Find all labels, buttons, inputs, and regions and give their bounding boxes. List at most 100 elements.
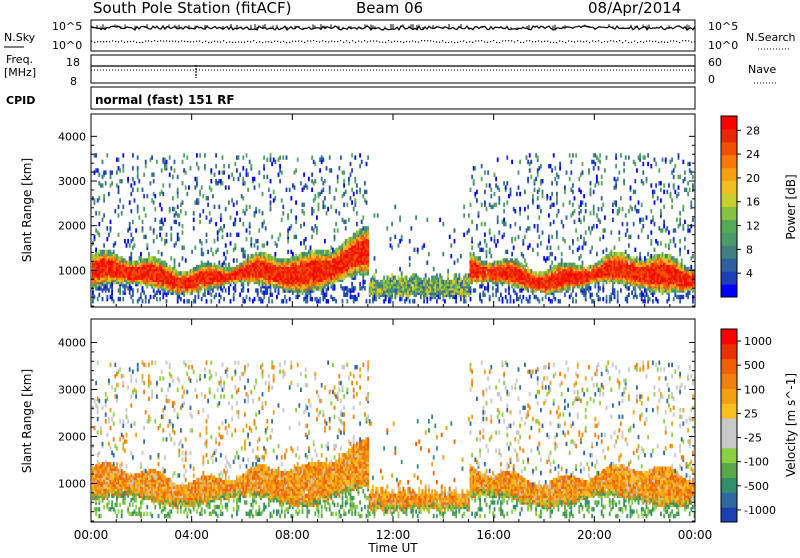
heatmap-cell [174,160,176,164]
heatmap-cell [294,256,296,260]
heatmap-cell [503,258,505,262]
heatmap-cell [137,299,139,303]
heatmap-cell [426,218,428,222]
heatmap-cell [362,194,364,198]
heatmap-cell [108,250,110,254]
heatmap-cell [482,261,484,265]
heatmap-cell [514,258,516,262]
noise-search-dot [625,40,626,41]
heatmap-cell [103,286,105,290]
heatmap-cell [159,273,161,277]
heatmap-cell [198,265,200,269]
heatmap-cell [311,188,313,192]
heatmap-cell [327,207,329,211]
heatmap-cell [191,269,193,273]
heatmap-cell [166,299,168,303]
heatmap-cell [95,228,97,232]
heatmap-cell [324,179,326,183]
heatmap-cell [164,158,166,162]
heatmap-cell [375,297,377,301]
heatmap-cell [249,160,251,164]
heatmap-cell [182,200,184,204]
heatmap-cell [295,168,297,172]
heatmap-cell [132,278,134,282]
noise-search-dot [472,42,473,43]
heatmap-cell [366,190,368,194]
heatmap-cell [182,230,184,234]
noise-search-dot [640,41,641,42]
heatmap-cell [202,293,204,297]
noise-search-dot [535,41,536,42]
heatmap-cell [311,254,313,258]
heatmap-cell [297,282,299,286]
heatmap-cell [121,256,123,260]
heatmap-cell [484,233,486,237]
heatmap-cell [201,185,203,189]
heatmap-cell [321,250,323,254]
heatmap-cell [482,248,484,252]
heatmap-cell [489,295,491,299]
heatmap-cell [409,256,411,260]
heatmap-cell [537,205,539,209]
heatmap-cell [103,194,105,198]
heatmap-cell [489,263,491,267]
heatmap-cell [462,280,464,284]
heatmap-cell [218,276,220,280]
heatmap-cell [522,239,524,243]
heatmap-cell [356,222,358,226]
heatmap-cell [233,177,235,181]
heatmap-cell [255,207,257,211]
heatmap-cell [550,291,552,295]
heatmap-cell [351,282,353,286]
heatmap-cell [449,280,451,284]
noise-search-dot [526,40,527,41]
heatmap-cell [129,226,131,230]
heatmap-cell [114,271,116,275]
heatmap-cell [322,205,324,209]
noise-search-dot [247,41,248,42]
heatmap-cell [476,256,478,260]
heatmap-cell [322,200,324,204]
heatmap-cell [214,239,216,243]
heatmap-cell [546,246,548,250]
heatmap-cell [287,228,289,232]
heatmap-cell [358,230,360,234]
noise-search-dot [118,41,119,42]
heatmap-cell [351,237,353,241]
heatmap-cell [340,155,342,159]
heatmap-cell [116,158,118,162]
heatmap-cell [177,194,179,198]
heatmap-cell [278,288,280,292]
heatmap-cell [342,170,344,174]
heatmap-cell [137,261,139,265]
heatmap-cell [313,209,315,213]
heatmap-cell [548,297,550,301]
heatmap-cell [98,196,100,200]
cpid-mode: normal (fast) 151 RF [95,93,235,107]
heatmap-cell [119,179,121,183]
heatmap-cell [284,258,286,262]
heatmap-cell [513,299,515,303]
heatmap-cell [153,173,155,177]
noise-search-dot [457,42,458,43]
heatmap-cell [180,271,182,275]
heatmap-cell [321,177,323,181]
noise-search-dot [517,40,518,41]
heatmap-cell [364,267,366,271]
noise-search-dot [250,41,251,42]
heatmap-cell [177,175,179,179]
heatmap-cell [495,183,497,187]
heatmap-cell [124,239,126,243]
heatmap-cell [551,203,553,207]
heatmap-cell [143,291,145,295]
heatmap-cell [537,243,539,247]
heatmap-cell [214,205,216,209]
heatmap-cell [401,297,403,301]
noise-search-dot [655,41,656,42]
heatmap-cell [478,243,480,247]
heatmap-cell [510,295,512,299]
heatmap-cell [110,261,112,265]
heatmap-cell [335,222,337,226]
heatmap-cell [262,284,264,288]
noise-search-dot [376,41,377,42]
